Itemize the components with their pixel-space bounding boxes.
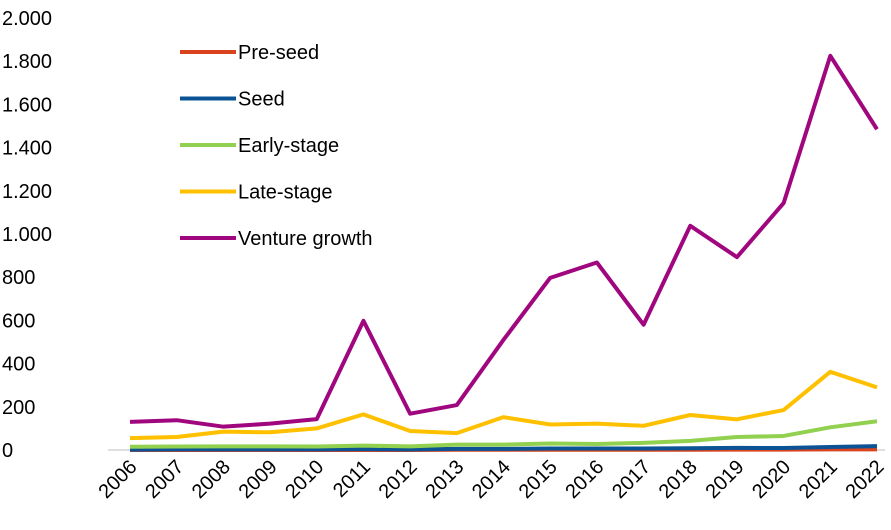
series-line: [129, 444, 878, 452]
x-tick-label: 2007: [141, 456, 188, 503]
x-tick-label: 2015: [515, 456, 562, 503]
x-tick-label: 2022: [842, 456, 889, 503]
x-tick-label: 2012: [375, 456, 422, 503]
x-tick-label: 2016: [561, 456, 608, 503]
x-tick-label: 2018: [655, 456, 702, 503]
series-line: [129, 419, 878, 449]
x-tick-label: 2017: [608, 456, 655, 503]
legend-label: Seed: [238, 89, 285, 111]
x-tick-label: 2013: [421, 456, 468, 503]
y-tick-label: 200: [2, 397, 35, 419]
x-tick-label: 2021: [795, 456, 842, 503]
y-tick-label: 600: [2, 310, 35, 332]
x-tick-label: 2011: [329, 456, 375, 502]
y-tick-label: 800: [2, 267, 35, 289]
x-tick-label: 2019: [701, 456, 748, 503]
series-line: [129, 53, 879, 429]
y-tick-label: 1.400: [2, 138, 52, 160]
y-tick-label: 1.200: [2, 181, 52, 203]
legend-label: Early-stage: [238, 135, 339, 157]
legend-label: Late-stage: [238, 182, 333, 204]
y-tick-label: 0: [2, 440, 13, 462]
x-tick-label: 2008: [188, 456, 235, 503]
x-tick-label: 2006: [95, 456, 142, 503]
series-line: [129, 369, 878, 441]
y-tick-label: 1.600: [2, 94, 52, 116]
legend-label: Pre-seed: [238, 42, 319, 64]
y-tick-label: 1.800: [2, 51, 52, 73]
x-tick-label: 2020: [748, 456, 795, 503]
y-tick-label: 1.000: [2, 224, 52, 246]
y-tick-label: 400: [2, 354, 35, 376]
y-tick-label: 2.000: [2, 8, 52, 30]
x-tick-label: 2010: [281, 456, 328, 503]
legend-label: Venture growth: [238, 228, 373, 250]
x-tick-label: 2014: [468, 456, 515, 503]
x-tick-label: 2009: [235, 456, 282, 503]
